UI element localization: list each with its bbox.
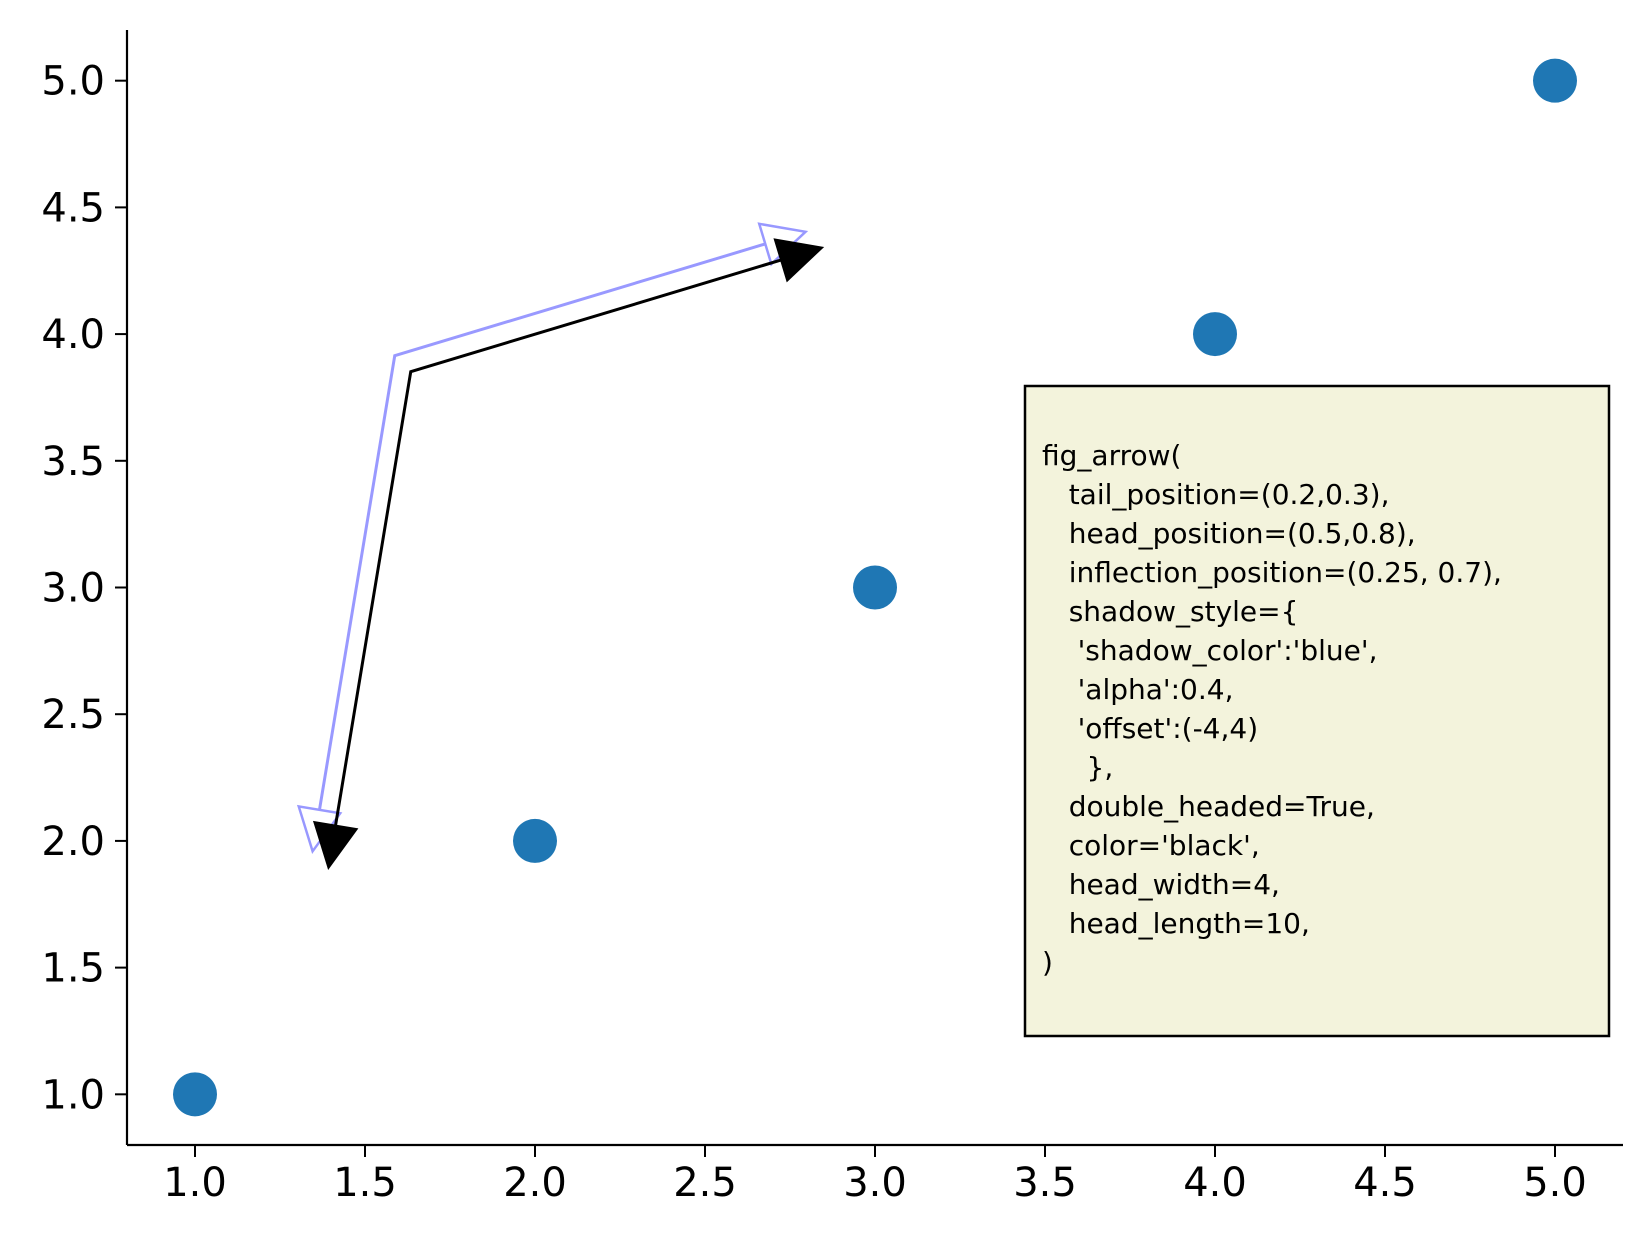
x-tick-label: 5.0 (1523, 1160, 1587, 1206)
y-tick-label: 4.5 (41, 185, 105, 231)
code-line: ) (1042, 946, 1053, 979)
scatter-point (1193, 312, 1237, 357)
arrow-main-line (333, 258, 782, 827)
x-tick-label: 1.0 (163, 1160, 227, 1206)
y-tick-label: 4.0 (41, 312, 105, 358)
arrow-shadow (296, 222, 809, 855)
x-tick-label: 4.0 (1183, 1160, 1247, 1206)
code-line: double_headed=True, (1042, 790, 1375, 823)
y-tick-label: 5.0 (41, 59, 105, 105)
code-line: }, (1042, 751, 1113, 784)
scatter-points (173, 58, 1577, 1117)
axes: 1.0 1.5 2.0 2.5 3.0 3.5 4.0 4.5 5.0 1.0 1.5 2.0 2.5 3… (41, 30, 1623, 1206)
scatter-point (1533, 58, 1577, 103)
y-tick-label: 2.5 (41, 692, 105, 738)
scatter-point (513, 818, 557, 863)
code-line: color='black', (1042, 829, 1260, 862)
code-line: head_length=10, (1042, 907, 1310, 940)
x-tick-label: 2.5 (673, 1160, 737, 1206)
arrow-main (312, 238, 825, 871)
code-line: head_width=4, (1042, 868, 1280, 901)
arrow-main-head (773, 238, 825, 283)
x-tick-label: 4.5 (1353, 1160, 1417, 1206)
code-line: inflection_position=(0.25, 0.7), (1042, 556, 1502, 589)
arrow-shadow-line (317, 242, 766, 811)
code-line: head_position=(0.5,0.8), (1042, 517, 1416, 550)
x-tick-label: 1.5 (333, 1160, 397, 1206)
code-line: tail_position=(0.2,0.3), (1042, 478, 1389, 511)
y-tick-label: 2.0 (41, 819, 105, 865)
y-tick-label: 3.5 (41, 439, 105, 485)
y-tick-label: 3.0 (41, 566, 105, 612)
code-line: 'shadow_color':'blue', (1042, 634, 1378, 667)
x-tick-label: 3.5 (1013, 1160, 1077, 1206)
y-tick-label: 1.0 (41, 1072, 105, 1118)
scatter-point (173, 1072, 217, 1117)
annotation-arrow (296, 222, 825, 871)
code-line: 'alpha':0.4, (1042, 673, 1233, 706)
x-tick-label: 2.0 (503, 1160, 567, 1206)
y-tick-label: 1.5 (41, 946, 105, 992)
code-box-frame (1023, 384, 1611, 1038)
code-line: 'offset':(-4,4) (1042, 712, 1258, 745)
arrow-main-tail-head (312, 820, 359, 871)
x-tick-label: 3.0 (843, 1160, 907, 1206)
scatter-point (853, 565, 897, 610)
code-annotation-box: fig_arrow( tail_position=(0.2,0.3), head… (1023, 384, 1611, 1038)
code-line: fig_arrow( (1042, 439, 1181, 472)
code-line: shadow_style={ (1042, 595, 1298, 628)
